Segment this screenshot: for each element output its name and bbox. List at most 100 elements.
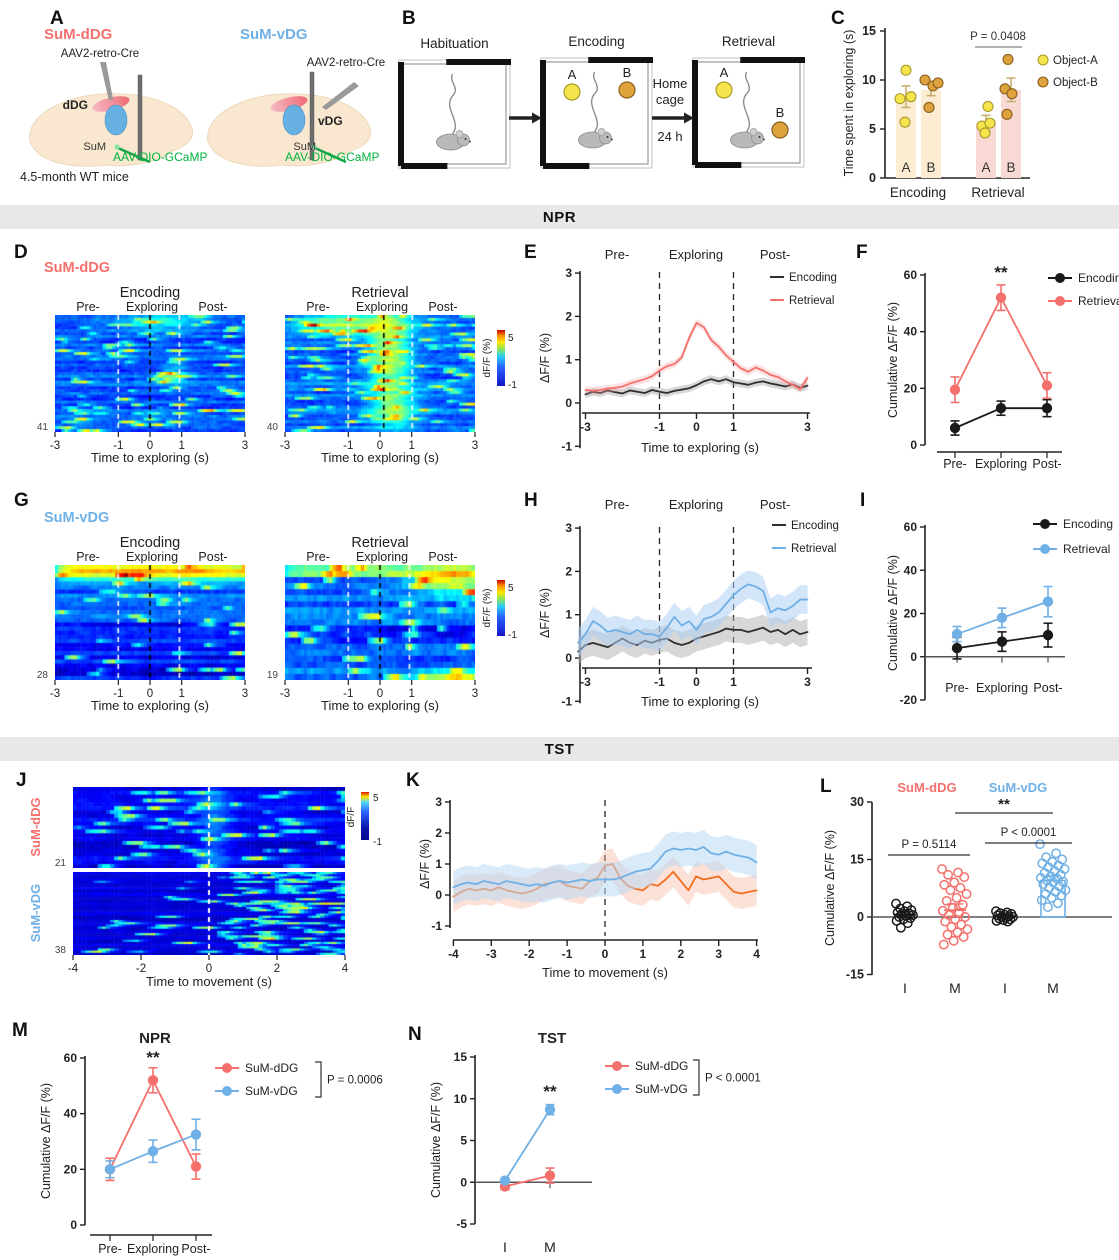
- colorbar-max: 5: [373, 793, 379, 804]
- y-axis-title: Cumulative ΔF/F (%): [886, 555, 900, 671]
- series-point-encoding: [1041, 402, 1053, 414]
- y-tick-label: 40: [904, 325, 918, 339]
- mouse-eye: [606, 136, 609, 138]
- heatmap-vDG-retrieval: [285, 565, 475, 680]
- arena-wall-black: [398, 62, 404, 166]
- y-tick-label: 0: [460, 1175, 467, 1189]
- y-tick-label: 0: [857, 910, 864, 924]
- x-tick-label: 3: [242, 688, 248, 700]
- section-band-npr: NPR: [0, 205, 1119, 229]
- data-point-object-a: [900, 64, 912, 76]
- heatmap-title: Retrieval: [351, 535, 408, 551]
- x-tick-label: -1: [562, 947, 573, 961]
- legend-label: Encoding: [791, 520, 839, 532]
- x-axis-title: Time to exploring (s): [91, 698, 209, 713]
- scatter-point: [941, 895, 952, 906]
- brain-ddg: dDG SuM: [29, 62, 194, 167]
- npr-band-title: NPR: [542, 208, 577, 226]
- y-tick-label: 20: [904, 381, 918, 395]
- panel-h-line-chart: -1 0 1 2 3 ΔF/F (%) -3 -1 0 1 3 Time to exploring (…: [538, 497, 839, 709]
- data-point-object-b: [1006, 88, 1018, 100]
- scatter-point: [957, 899, 968, 910]
- category-label: Pre-: [98, 1242, 122, 1256]
- scatter-point: [902, 918, 913, 929]
- legend-marker: [1055, 296, 1065, 306]
- group-label: I: [903, 980, 907, 996]
- x-tick-label: 3: [804, 675, 811, 689]
- heatmap-vDG-encoding: [55, 565, 245, 680]
- mouse-tail: [448, 73, 457, 135]
- object-a: [563, 83, 581, 101]
- home-cage-label: cage: [656, 92, 684, 107]
- heatmap-title: Encoding: [120, 535, 180, 551]
- scatter-point: [942, 929, 953, 940]
- data-point-object-a: [894, 93, 906, 105]
- legend-marker: [612, 1084, 622, 1094]
- y-tick-label: 0: [910, 650, 917, 664]
- x-tick-label: 4: [342, 963, 349, 975]
- x-axis-title: Time to exploring (s): [641, 694, 759, 709]
- legend-marker: [1037, 76, 1049, 88]
- data-point-object-a: [979, 127, 991, 139]
- arrow-head: [532, 112, 542, 124]
- p-value: P < 0.0001: [1001, 827, 1057, 839]
- data-point-object-b: [1002, 53, 1014, 65]
- row-count-label: 40: [267, 422, 279, 433]
- x-tick-label: 0: [147, 688, 153, 700]
- legend-marker: [222, 1086, 232, 1096]
- scatter-point: [958, 931, 969, 942]
- chart-title: TST: [538, 1030, 566, 1047]
- region-label: Pre-: [76, 550, 100, 564]
- series-point-retrieval: [996, 612, 1008, 624]
- panel-m-cat-chart: 0 20 40 60 Cumulative ΔF/F (%) NPR Pre- Explori…: [39, 1030, 383, 1256]
- scatter-point: [949, 877, 960, 888]
- significance-stars: **: [994, 263, 1008, 282]
- x-tick-label: -1: [113, 440, 123, 452]
- mouse-nose: [763, 138, 765, 141]
- category-label: I: [503, 1239, 507, 1255]
- arena-wall-black: [740, 57, 805, 63]
- legend-label: Retrieval: [1078, 294, 1119, 308]
- region-label: Post-: [198, 550, 227, 564]
- arena-wall-black: [695, 162, 742, 168]
- gcamp-fiber: [117, 146, 151, 164]
- object-b: [771, 121, 789, 139]
- aav-dio-gcamp-label: AAV-DIO-GCaMP: [113, 150, 207, 164]
- panel-d-label: D: [14, 242, 28, 263]
- panel-j-label: J: [16, 770, 27, 791]
- y-tick-label: -1: [561, 694, 572, 708]
- y-tick-label: 40: [904, 563, 918, 577]
- series-point-retrieval: [995, 292, 1007, 303]
- group-title-vdg: SuM-vDG: [989, 780, 1048, 795]
- legend-label: Encoding: [1063, 517, 1113, 531]
- p-value: P = 0.0408: [970, 31, 1026, 43]
- arena-wall: [544, 61, 649, 165]
- y-axis-title: Cumulative ΔF/F (%): [886, 302, 900, 418]
- arena-encoding: [540, 57, 653, 169]
- series-point-retrieval: [1041, 380, 1053, 391]
- mouse-drawing: [436, 73, 471, 151]
- scatter-point: [1005, 914, 1016, 925]
- x-group-label: Encoding: [890, 185, 946, 200]
- bar-object-letter: A: [981, 160, 990, 175]
- y-tick-label: 2: [435, 826, 442, 840]
- bar-object-letter: B: [926, 160, 935, 175]
- heatmap-dDG-retrieval: [285, 315, 475, 432]
- scatter-point: [943, 869, 954, 880]
- scatter-point: [1051, 848, 1062, 859]
- x-tick-label: -3: [50, 688, 60, 700]
- bar-retrieval-a: [976, 123, 996, 178]
- bar-object-letter: B: [1006, 160, 1015, 175]
- colorbar-min: -1: [508, 380, 517, 391]
- region-label: Pre-: [306, 300, 330, 314]
- panel-i-label: I: [860, 490, 866, 511]
- legend-label: Encoding: [789, 272, 837, 284]
- panel-c-label: C: [831, 8, 845, 29]
- mouse-ear: [597, 128, 606, 136]
- legend-label: Retrieval: [789, 295, 834, 307]
- y-tick-label: 1: [435, 857, 442, 871]
- mouse-drawing: [730, 71, 765, 149]
- legend-marker: [612, 1061, 622, 1071]
- error-band-retrieval: [585, 318, 808, 395]
- y-tick-label: 2: [565, 564, 572, 578]
